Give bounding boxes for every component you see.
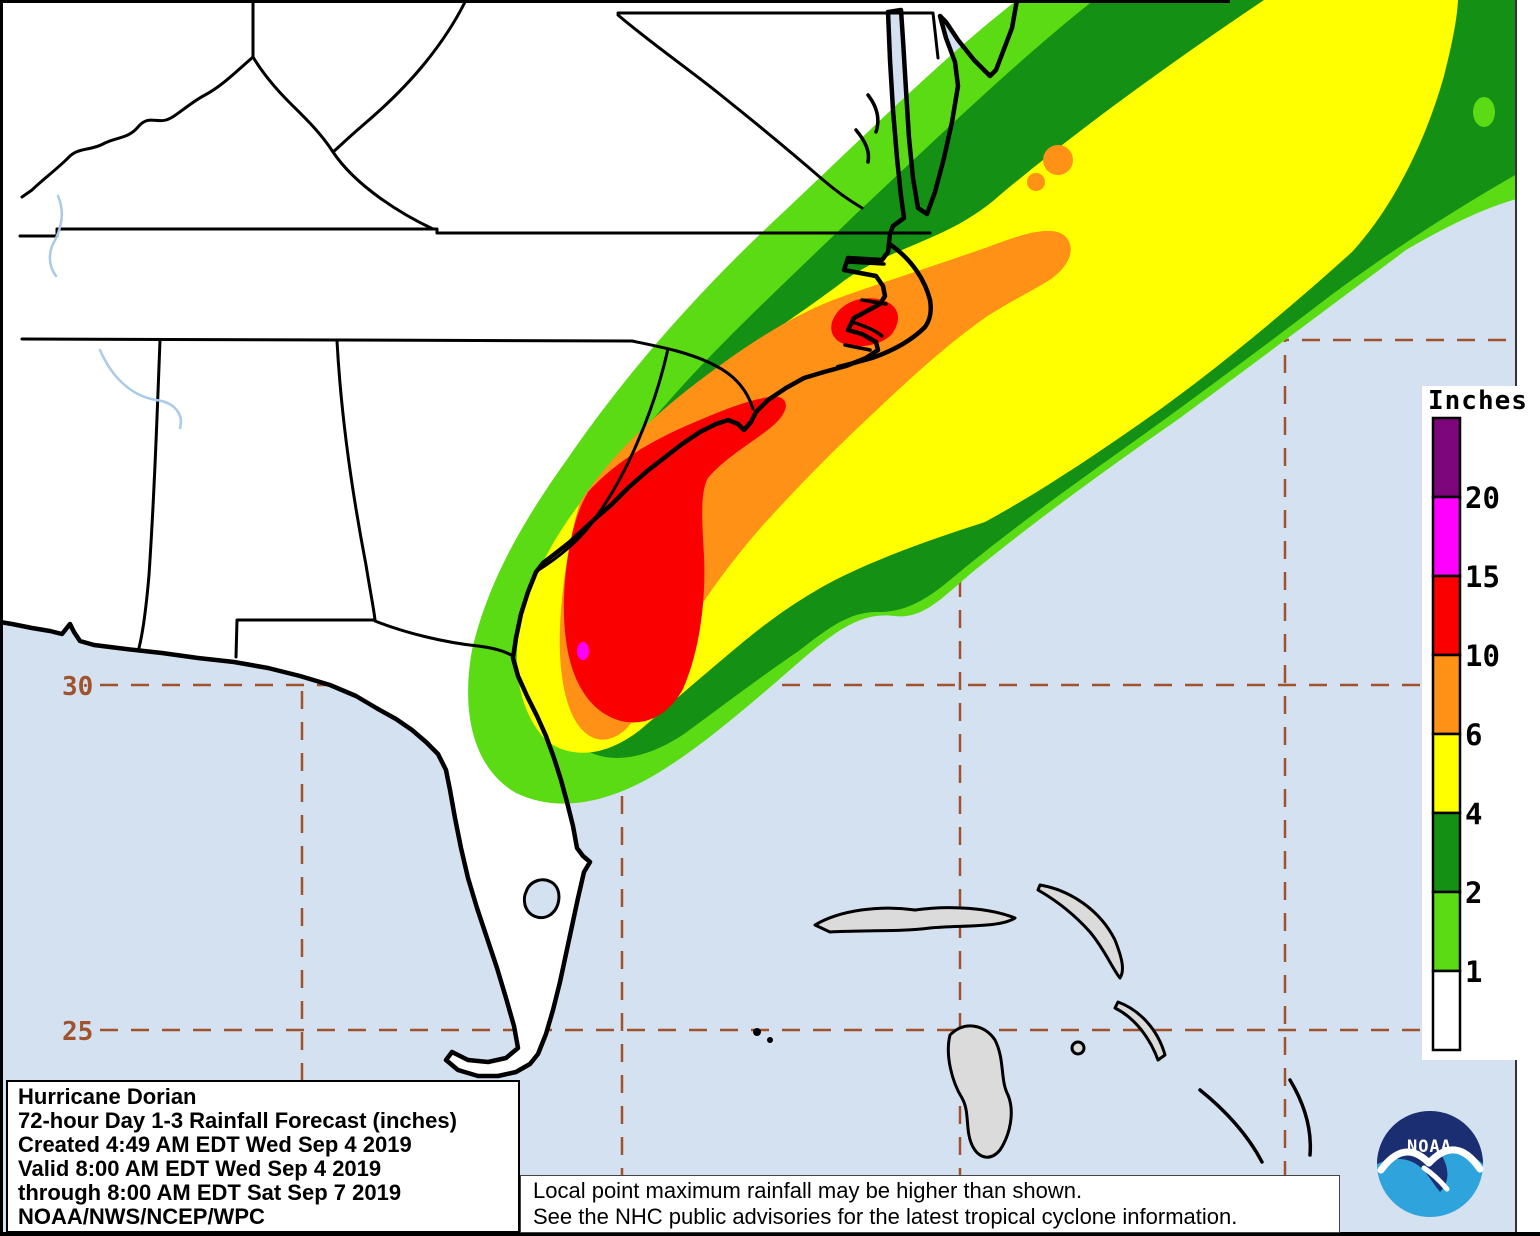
orange-spot-1 [1043, 145, 1073, 175]
grand-bahama [813, 906, 1017, 934]
gull-right-wing-icon [1425, 1146, 1484, 1173]
gull-left-wing-icon [1377, 1148, 1433, 1174]
cat-island [1288, 1078, 1313, 1157]
disclaimer-box: Local point maximum rainfall may be high… [520, 1175, 1340, 1233]
storm-name: Hurricane Dorian [18, 1084, 197, 1109]
through-time: through 8:00 AM EDT Sat Sep 7 2019 [18, 1180, 402, 1205]
latitude-label-30: 30 [62, 672, 93, 702]
valid-time: Valid 8:00 AM EDT Wed Sep 4 2019 [18, 1156, 382, 1181]
noaa-logo: NOAA [1377, 1111, 1484, 1217]
legend-tick-1: 1 [1465, 955, 1482, 989]
legend-swatch-10-15 [1431, 574, 1462, 657]
legend-tick-labels: 20 15 10 6 4 2 1 [1465, 481, 1500, 989]
forecast-type: 72-hour Day 1-3 Rainfall Forecast (inche… [18, 1108, 457, 1133]
rain-max-15in-spot [577, 642, 589, 660]
gull-body-icon [1421, 1165, 1450, 1192]
orange-spot-2 [1027, 173, 1045, 191]
legend-swatch-2-4 [1431, 811, 1462, 894]
map-title-box: Hurricane Dorian 72-hour Day 1-3 Rainfal… [6, 1080, 520, 1233]
outer-banks [835, 93, 934, 370]
latitude-label-25: 25 [62, 1017, 93, 1047]
bimini [753, 1028, 761, 1036]
noaa-logo-navy [1377, 1111, 1483, 1192]
coastline [0, 0, 1020, 1079]
legend-swatch-6-10 [1431, 653, 1462, 736]
legend-title: Inches [1428, 386, 1528, 416]
noaa-logo-text: NOAA [1407, 1137, 1452, 1157]
abaco [1036, 883, 1124, 980]
legend-swatch-15-20 [1431, 495, 1462, 578]
legend-tick-10: 10 [1465, 639, 1500, 673]
bimini-2 [767, 1037, 773, 1043]
legend-swatch-4-6 [1431, 732, 1462, 815]
legend: Inches 20 15 10 6 4 2 1 [1422, 386, 1540, 1060]
eleuthera [1113, 1000, 1167, 1062]
legend-tick-15: 15 [1465, 560, 1500, 594]
agency-line: NOAA/NWS/NCEP/WPC [18, 1204, 265, 1229]
legend-swatch-1-2 [1431, 890, 1462, 973]
lake-okeechobee [522, 878, 561, 920]
legend-tick-4: 4 [1465, 797, 1482, 831]
light-green-pocket [1473, 97, 1495, 127]
legend-swatch-above-20 [1431, 416, 1462, 499]
legend-colorbar [1431, 416, 1462, 1052]
new-providence [1070, 1040, 1086, 1056]
disclaimer-line-2: See the NHC public advisories for the la… [533, 1204, 1238, 1229]
state-borders [18, 0, 940, 659]
legend-tick-20: 20 [1465, 481, 1500, 515]
disclaimer-line-1: Local point maximum rainfall may be high… [533, 1178, 1083, 1203]
rivers [48, 194, 183, 430]
exuma-chain [1198, 1088, 1264, 1164]
legend-tick-2: 2 [1465, 876, 1482, 910]
legend-tick-6: 6 [1465, 718, 1482, 752]
rain-band-4in [517, 0, 1458, 753]
legend-swatch-below-1 [1431, 969, 1462, 1052]
created-time: Created 4:49 AM EDT Wed Sep 4 2019 [18, 1132, 412, 1157]
andros [946, 1024, 1013, 1159]
